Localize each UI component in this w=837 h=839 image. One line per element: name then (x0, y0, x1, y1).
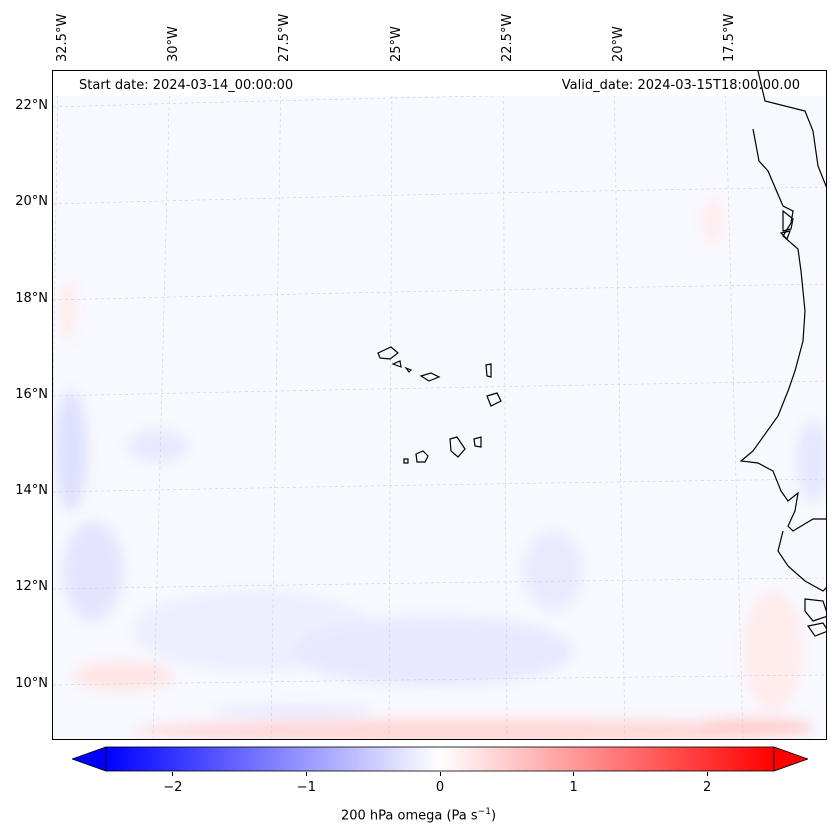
colorbar (70, 746, 810, 772)
lon-label: 20°W (611, 26, 626, 62)
lat-label: 12°N (15, 579, 48, 594)
colorbar-tick-mark (305, 772, 307, 776)
lat-label: 18°N (15, 291, 48, 306)
colorbar-tick-label: −1 (296, 780, 316, 795)
lat-label: 16°N (15, 387, 48, 402)
colorbar-tick-label: −2 (163, 780, 183, 795)
lat-label: 22°N (15, 98, 48, 113)
coastline (739, 71, 826, 637)
cape-verde-islands (377, 346, 502, 464)
valid-date-label: Valid_date: 2024-03-15T18:00:00.00 (561, 78, 800, 93)
map-canvas (53, 71, 826, 739)
colorbar-gradient (70, 746, 810, 772)
lon-label: 25°W (389, 26, 404, 62)
start-date-label: Start date: 2024-03-14_00:00:00 (79, 78, 294, 93)
lon-label: 17.5°W (722, 13, 737, 62)
colorbar-tick-mark (172, 772, 174, 776)
map-panel[interactable]: Start date: 2024-03-14_00:00:00 Valid_da… (52, 70, 827, 740)
lon-label: 27.5°W (277, 13, 292, 62)
lat-label: 20°N (15, 194, 48, 209)
lat-label: 14°N (15, 483, 48, 498)
lat-label: 10°N (15, 676, 48, 691)
colorbar-tick-label: 2 (703, 780, 712, 795)
colorbar-tick-label: 0 (435, 780, 445, 795)
lon-label: 32.5°W (55, 13, 70, 62)
lon-label: 30°W (166, 26, 181, 62)
lon-label: 22.5°W (500, 13, 515, 62)
colorbar-tick-mark (706, 772, 708, 776)
graticule (53, 71, 826, 739)
header-band (53, 71, 826, 96)
omega-field (53, 71, 826, 739)
colorbar-tick-mark (439, 772, 441, 776)
colorbar-tick-label: 1 (569, 780, 578, 795)
colorbar-label: 200 hPa omega (Pa s−1) (340, 807, 497, 824)
colorbar-tick-mark (573, 772, 575, 776)
